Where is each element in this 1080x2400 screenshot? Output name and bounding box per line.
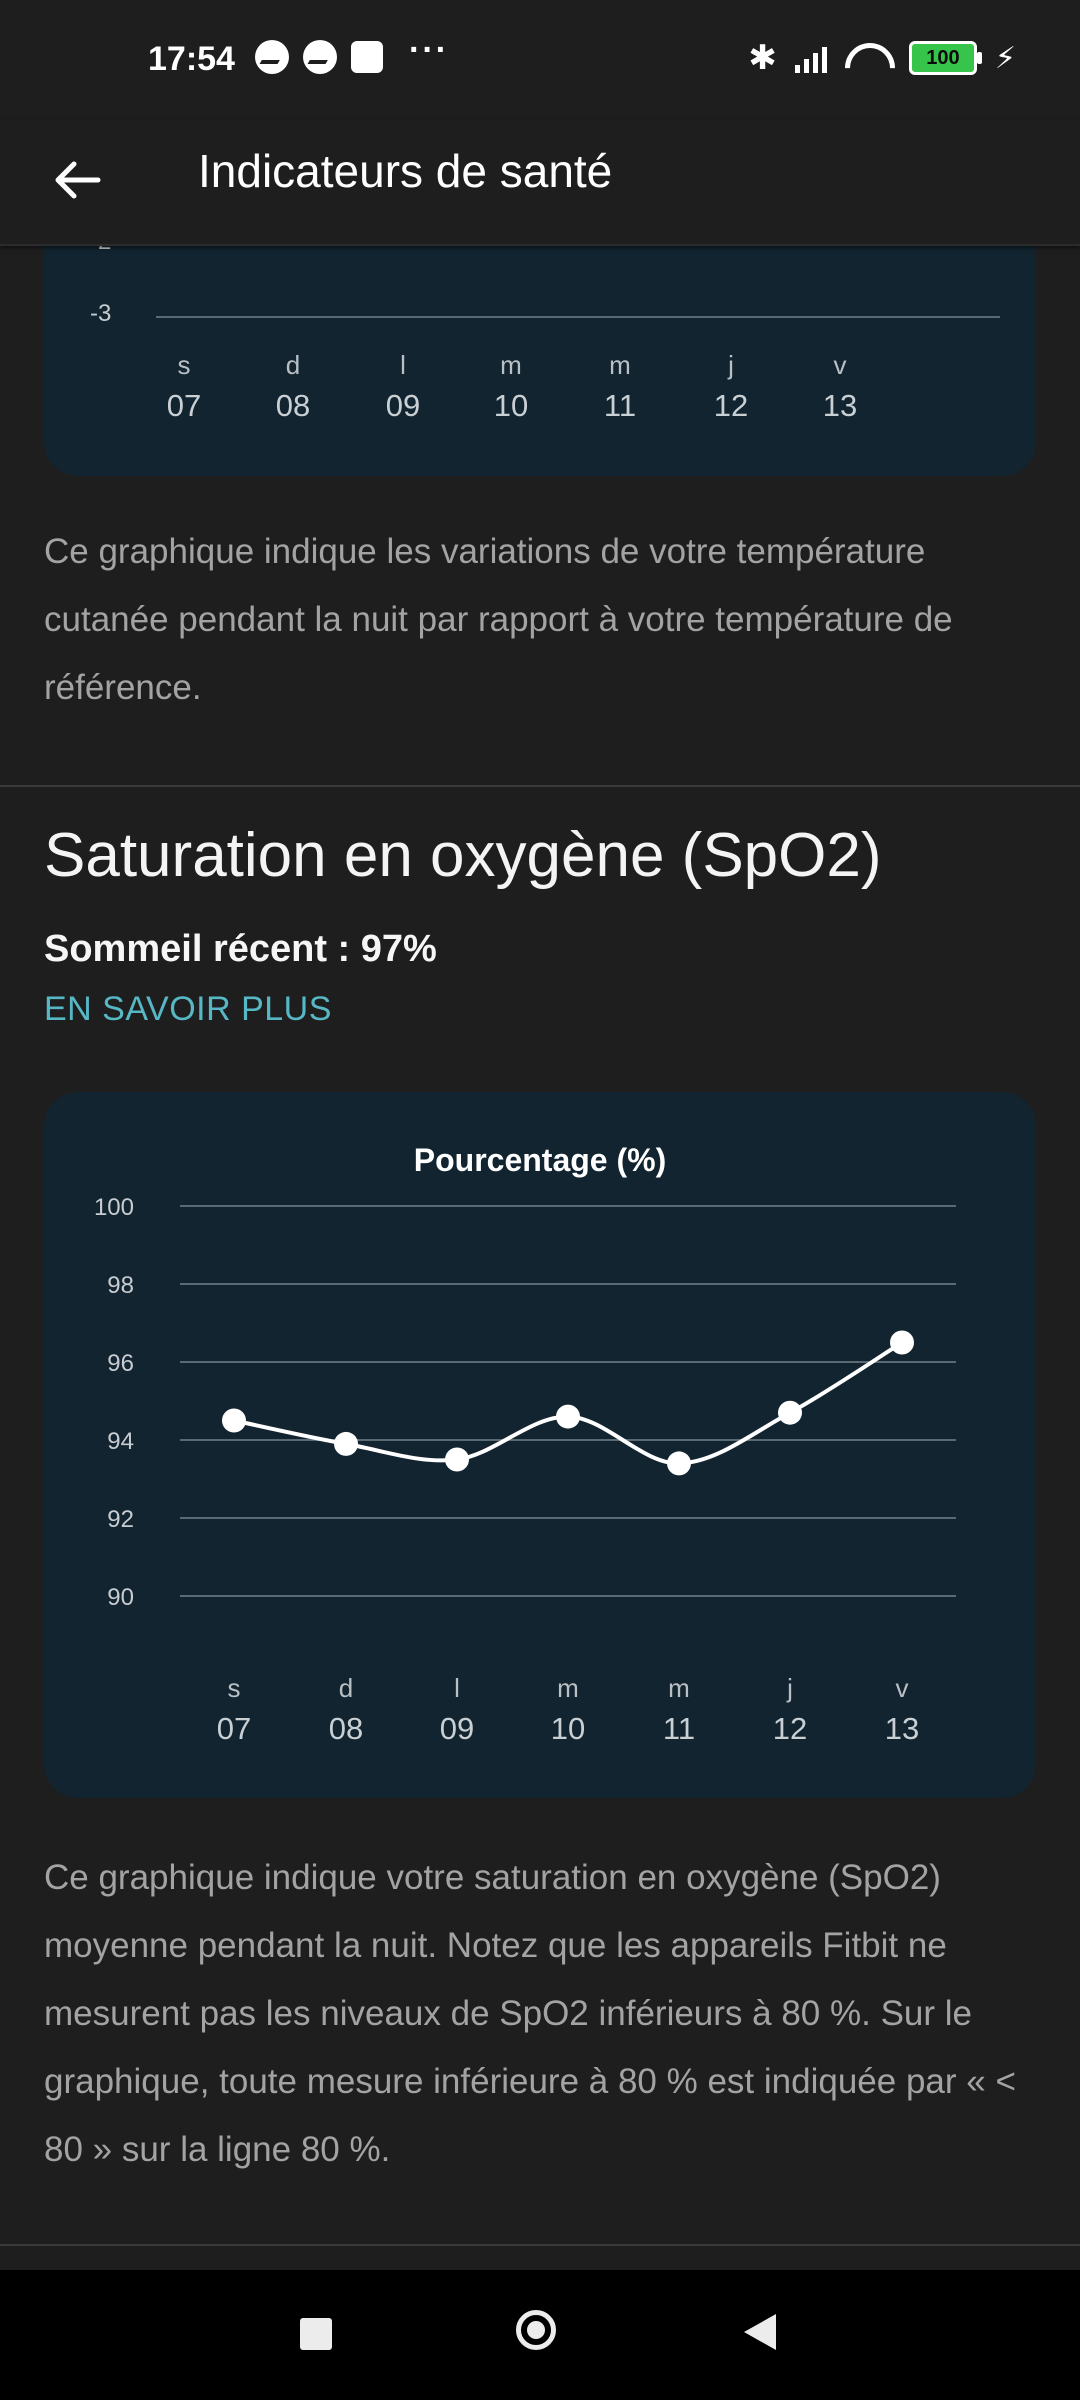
- back-button[interactable]: [48, 150, 108, 210]
- battery-icon: 100: [908, 41, 982, 75]
- messenger-icon: [303, 40, 337, 74]
- y-tick-label: 98: [107, 1272, 134, 1299]
- y-tick-label: 96: [107, 1350, 134, 1377]
- data-point[interactable]: [556, 1404, 580, 1429]
- recent-sleep-value: Sommeil récent : 97%: [44, 928, 437, 970]
- x-date-label: 13: [822, 388, 858, 423]
- y-tick-label: 90: [107, 1584, 134, 1611]
- data-point[interactable]: [445, 1447, 469, 1472]
- data-point[interactable]: [667, 1451, 691, 1476]
- x-date-label: 09: [440, 1711, 474, 1746]
- recent-apps-button[interactable]: [300, 2318, 332, 2350]
- wifi-icon: [845, 43, 891, 73]
- learn-more-link[interactable]: EN SAVOIR PLUS: [44, 990, 332, 1028]
- x-date-label: 11: [663, 1711, 695, 1746]
- x-date-label: 11: [603, 388, 637, 423]
- section-divider: [0, 2244, 1080, 2246]
- temperature-description: Ce graphique indique les variations de v…: [44, 532, 953, 707]
- data-point[interactable]: [334, 1431, 358, 1456]
- app-bar: Indicateurs de santé: [0, 120, 1080, 246]
- x-day-label: l: [400, 350, 406, 380]
- x-date-label: 08: [329, 1711, 363, 1746]
- system-nav-bar: [0, 2270, 1080, 2400]
- x-date-label: 10: [493, 388, 529, 423]
- spo2-chart-card: Pourcentage (%) 100 98 96 94 92 90 s 07 d 08 l 09 m 1…: [44, 1092, 1036, 1798]
- x-day-label: l: [454, 1673, 460, 1703]
- x-date-label: 09: [385, 388, 421, 423]
- x-date-label: 13: [885, 1711, 919, 1746]
- data-point[interactable]: [778, 1400, 802, 1425]
- notification-icons: ···: [255, 31, 449, 74]
- grid-line: [156, 316, 1000, 318]
- y-tick-label: 92: [107, 1506, 134, 1533]
- page-title: Indicateurs de santé: [198, 145, 613, 197]
- charging-icon: ⚡: [994, 41, 1016, 75]
- x-day-label: m: [668, 1673, 690, 1703]
- status-time: 17:54: [148, 40, 235, 78]
- data-point[interactable]: [222, 1408, 246, 1433]
- system-icons: ✱ 100 ⚡: [748, 38, 1016, 78]
- bluetooth-icon: ✱: [748, 39, 777, 77]
- x-day-label: m: [557, 1673, 579, 1703]
- x-date-label: 12: [773, 1711, 807, 1746]
- spo2-description: Ce graphique indique votre saturation en…: [44, 1858, 1016, 2169]
- y-tick-label: 100: [94, 1194, 134, 1221]
- spo2-section-title: Saturation en oxygène (SpO2): [44, 821, 882, 890]
- system-back-button[interactable]: [744, 2314, 776, 2350]
- y-tick-label: -3: [90, 300, 112, 327]
- y-tick-label: 94: [107, 1428, 134, 1455]
- x-date-label: 10: [551, 1711, 585, 1746]
- data-point[interactable]: [890, 1330, 914, 1355]
- x-date-label: 12: [713, 388, 749, 423]
- section-divider: [0, 785, 1080, 787]
- chart-title: Pourcentage (%): [413, 1142, 667, 1178]
- x-date-label: 07: [217, 1711, 251, 1746]
- x-day-label: j: [786, 1673, 793, 1703]
- spo2-line-chart: 100 98 96 94 92 90 s 07 d 08 l 09 m 10 m 11 j 12 v 13: [94, 1194, 956, 1746]
- x-date-label: 07: [166, 388, 202, 423]
- x-day-label: v: [896, 1673, 909, 1703]
- home-button[interactable]: [516, 2310, 556, 2350]
- x-day-label: j: [728, 350, 734, 380]
- more-notifications-icon: ···: [409, 30, 449, 69]
- signal-icon: [794, 43, 827, 73]
- x-day-label: s: [228, 1673, 241, 1703]
- arrow-left-icon: [55, 161, 101, 199]
- x-day-label: m: [609, 350, 631, 380]
- x-day-label: d: [339, 1673, 353, 1703]
- app-notification-icon: [351, 41, 383, 73]
- x-day-label: m: [500, 350, 522, 380]
- x-day-label: s: [177, 350, 191, 380]
- x-date-label: 08: [275, 388, 311, 423]
- x-day-label: d: [285, 350, 301, 380]
- x-day-label: v: [833, 350, 847, 380]
- messenger-icon: [255, 40, 289, 74]
- status-bar: 17:54 ··· ✱ 100 ⚡: [0, 0, 1080, 120]
